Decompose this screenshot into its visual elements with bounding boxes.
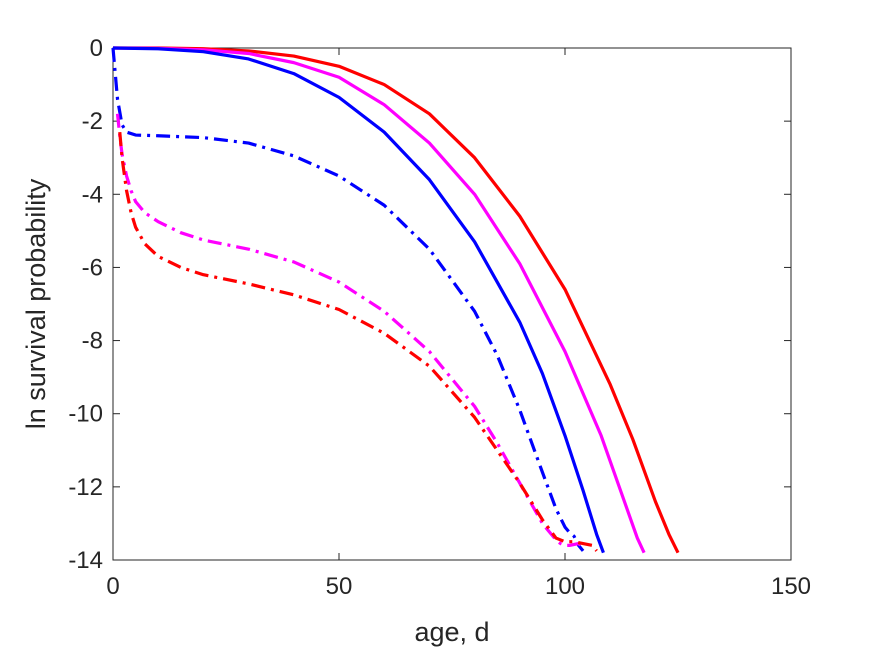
- x-axis-title: age, d: [414, 617, 489, 647]
- y-tick-label: -2: [82, 108, 103, 135]
- series-line-dashdot: [118, 131, 598, 552]
- y-tick-label: 0: [90, 35, 103, 62]
- y-tick-label: -12: [68, 474, 103, 501]
- y-axis-ticks: 0 -2 -4 -6 -8 -10 -12 -14: [68, 35, 791, 574]
- series-line-dashdot: [115, 113, 585, 549]
- x-tick-label: 150: [771, 573, 811, 600]
- x-tick-label: 100: [545, 573, 585, 600]
- series-line-dashdot: [111, 47, 585, 552]
- y-tick-label: -8: [82, 328, 103, 355]
- plot-area: [112, 47, 792, 561]
- x-tick-label: 50: [326, 573, 353, 600]
- series-line-solid: [112, 46, 605, 554]
- y-tick-label: -6: [82, 254, 103, 281]
- series-layer: [111, 46, 680, 554]
- x-axis-ticks: 0 50 100 150: [106, 48, 811, 600]
- y-tick-label: -10: [68, 401, 103, 428]
- y-tick-label: -14: [68, 547, 103, 574]
- series-line-solid: [113, 46, 680, 554]
- y-tick-label: -4: [82, 181, 103, 208]
- y-axis-title: ln survival probability: [21, 178, 51, 429]
- series-line-solid: [112, 46, 646, 554]
- x-tick-label: 0: [106, 573, 119, 600]
